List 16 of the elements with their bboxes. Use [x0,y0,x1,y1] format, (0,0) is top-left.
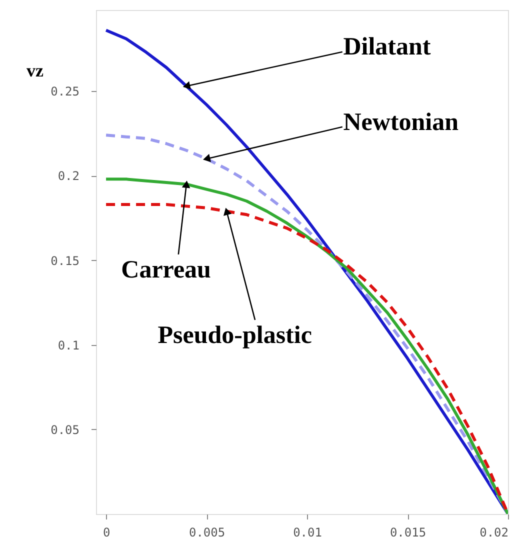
y-tick-label: 0.05 [50,422,80,437]
x-tick-label: 0.01 [293,526,322,540]
x-tick-label: 0.015 [390,526,426,540]
annotation: Carreau [121,256,212,284]
y-tick-label: 0.15 [50,254,80,268]
annotation: Newtonian [343,108,459,136]
x-tick-label: 0.02 [480,526,508,540]
annotation: Pseudo-plastic [158,322,312,350]
annotation: Dilatant [343,33,432,60]
y-axis-title: vz [26,60,44,80]
y-tick-label: 0.1 [58,338,80,352]
x-tick-label: 0.005 [188,526,226,540]
y-tick-label: 0.25 [50,84,80,99]
y-tick-label: 0.2 [58,169,80,184]
x-tick-label: 0 [102,526,110,540]
line-series [104,28,508,514]
